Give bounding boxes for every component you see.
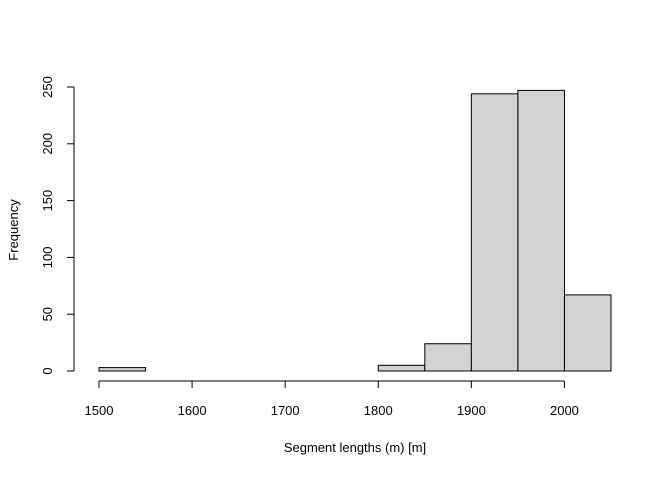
x-tick-label: 1900 bbox=[457, 403, 486, 418]
bars-group bbox=[98, 89, 612, 372]
histogram-bar bbox=[424, 343, 472, 372]
x-tick-label: 1500 bbox=[85, 403, 114, 418]
histogram-bar bbox=[98, 367, 147, 372]
y-tick-label: 50 bbox=[40, 307, 55, 321]
y-tick-label: 0 bbox=[40, 367, 55, 374]
histogram-bar bbox=[563, 294, 612, 372]
x-tick-label: 1800 bbox=[364, 403, 393, 418]
x-axis: 1500 1600 1700 1800 1900 2000 bbox=[85, 380, 579, 418]
y-tick-label: 150 bbox=[40, 190, 55, 212]
y-tick-label: 100 bbox=[40, 247, 55, 269]
histogram-bar bbox=[517, 89, 565, 372]
y-tick-label: 250 bbox=[40, 76, 55, 98]
y-axis-label: Frequency bbox=[6, 199, 21, 261]
y-tick-label: 200 bbox=[40, 133, 55, 155]
x-tick-label: 2000 bbox=[550, 403, 579, 418]
histogram-bar bbox=[470, 93, 519, 372]
x-tick-label: 1600 bbox=[178, 403, 207, 418]
x-tick-label: 1700 bbox=[271, 403, 300, 418]
x-axis-label: Segment lengths (m) [m] bbox=[284, 440, 426, 455]
histogram-bar bbox=[377, 364, 426, 372]
y-axis: 0 50 100 150 200 250 bbox=[40, 76, 75, 375]
